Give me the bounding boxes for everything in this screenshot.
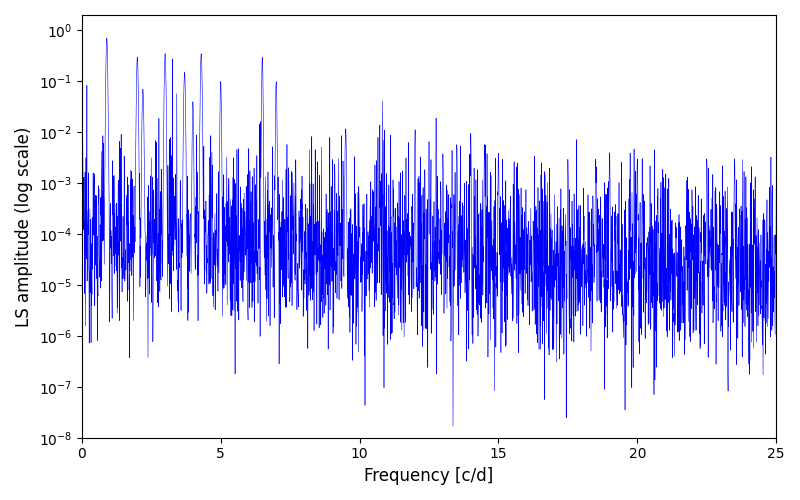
Y-axis label: LS amplitude (log scale): LS amplitude (log scale): [15, 126, 33, 326]
X-axis label: Frequency [c/d]: Frequency [c/d]: [364, 467, 494, 485]
